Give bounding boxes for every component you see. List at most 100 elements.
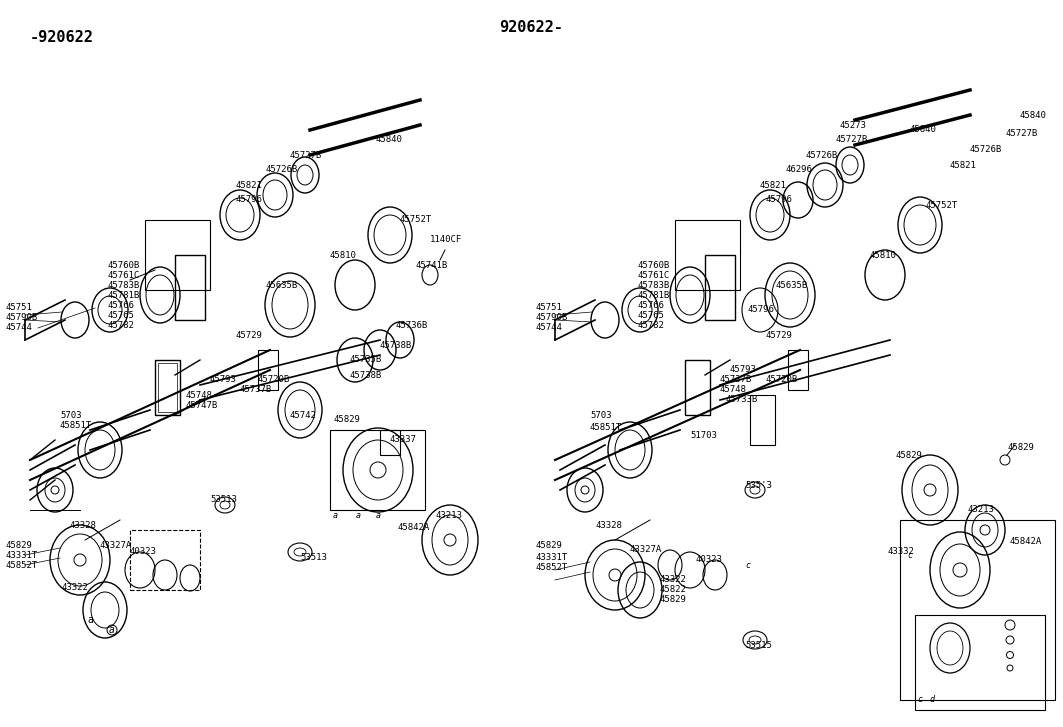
Text: 45736B: 45736B — [395, 321, 427, 329]
Bar — [379, 430, 400, 455]
Text: 45273: 45273 — [840, 121, 866, 129]
Text: 45852T: 45852T — [535, 563, 568, 572]
Bar — [750, 395, 775, 445]
Text: 45727B: 45727B — [1005, 129, 1037, 137]
Text: 45742: 45742 — [290, 411, 317, 419]
Text: 45793: 45793 — [210, 376, 237, 385]
Text: 5703: 5703 — [590, 411, 611, 419]
Text: 43322: 43322 — [62, 584, 89, 593]
Text: 40323: 40323 — [130, 547, 157, 556]
Text: 45744: 45744 — [535, 324, 562, 332]
Text: 45752T: 45752T — [925, 201, 958, 209]
Text: a: a — [355, 510, 360, 520]
Text: a: a — [375, 510, 381, 520]
Text: 45796: 45796 — [748, 305, 775, 315]
Bar — [330, 430, 425, 510]
Text: 45840: 45840 — [1020, 111, 1047, 119]
Text: 45842A: 45842A — [1010, 537, 1042, 547]
Text: 43331T: 43331T — [535, 553, 568, 563]
Text: 45793: 45793 — [730, 366, 757, 374]
Text: 43213: 43213 — [435, 510, 462, 520]
Bar — [155, 360, 180, 415]
Text: 53513: 53513 — [300, 553, 327, 563]
Text: 45760B: 45760B — [638, 260, 671, 270]
Text: 45766: 45766 — [108, 300, 135, 310]
Text: 45782: 45782 — [638, 321, 664, 329]
Bar — [158, 363, 178, 412]
Text: c: c — [908, 550, 912, 560]
Text: 45842A: 45842A — [396, 523, 429, 532]
Text: 45744: 45744 — [5, 324, 32, 332]
Text: 45851T: 45851T — [590, 422, 622, 432]
Text: 43328: 43328 — [595, 521, 622, 529]
Text: 45720B: 45720B — [258, 376, 290, 385]
Text: 45738B: 45738B — [379, 340, 412, 350]
Text: 45727B: 45727B — [836, 135, 867, 145]
Text: 43337: 43337 — [390, 435, 417, 444]
Text: 45829: 45829 — [535, 540, 562, 550]
Bar — [145, 220, 210, 290]
Text: 45783B: 45783B — [108, 281, 140, 289]
Text: 45796: 45796 — [765, 196, 792, 204]
Text: 45748: 45748 — [720, 385, 747, 395]
Text: c: c — [745, 561, 750, 569]
Text: 5703: 5703 — [60, 411, 82, 419]
Text: 51703: 51703 — [690, 430, 716, 440]
Text: 45821: 45821 — [950, 161, 977, 169]
Bar — [788, 350, 808, 390]
Text: 45751: 45751 — [535, 303, 562, 313]
Text: 45741B: 45741B — [415, 260, 448, 270]
Text: 45766: 45766 — [638, 300, 664, 310]
Text: 45748: 45748 — [185, 390, 212, 400]
Bar — [900, 520, 1054, 700]
Text: 45752T: 45752T — [400, 215, 433, 225]
Text: 45829: 45829 — [660, 595, 687, 604]
Text: 45726B: 45726B — [971, 145, 1002, 155]
Text: 45821: 45821 — [760, 180, 787, 190]
Text: 45852T: 45852T — [5, 561, 37, 571]
Text: 535'3: 535'3 — [745, 481, 772, 489]
Bar — [258, 350, 279, 390]
Text: 45733B: 45733B — [725, 395, 757, 404]
Text: 45738B: 45738B — [350, 371, 383, 379]
Text: 53513: 53513 — [210, 496, 237, 505]
Text: 46296: 46296 — [784, 166, 812, 174]
Text: 1140CF: 1140CF — [431, 236, 462, 244]
Text: 45829: 45829 — [1008, 443, 1035, 452]
Text: 45760B: 45760B — [108, 260, 140, 270]
Text: 45635B: 45635B — [265, 281, 298, 289]
Bar — [175, 255, 205, 320]
Text: 45790B: 45790B — [535, 313, 568, 323]
Text: 45747B: 45747B — [185, 401, 217, 409]
Text: a: a — [109, 625, 115, 635]
Text: 45729: 45729 — [235, 331, 261, 340]
Text: 45781B: 45781B — [108, 291, 140, 300]
Text: 45810: 45810 — [870, 251, 897, 260]
Text: -920622: -920622 — [30, 30, 94, 45]
Text: 45796: 45796 — [235, 196, 261, 204]
Text: 45765: 45765 — [638, 310, 664, 319]
Bar — [685, 360, 710, 415]
Text: 45737B: 45737B — [720, 376, 753, 385]
Text: 45822: 45822 — [660, 585, 687, 595]
Text: 45720B: 45720B — [765, 376, 797, 385]
Text: 45810: 45810 — [330, 251, 357, 260]
Text: 45790B: 45790B — [5, 313, 37, 323]
Text: 45821: 45821 — [235, 180, 261, 190]
Text: 45765: 45765 — [108, 310, 135, 319]
Text: 45840: 45840 — [910, 126, 937, 134]
Text: a: a — [333, 510, 337, 520]
Text: 45851T: 45851T — [60, 420, 92, 430]
Text: 43327A: 43327A — [100, 540, 132, 550]
Text: 45829: 45829 — [333, 416, 360, 425]
Text: 43327A: 43327A — [630, 545, 662, 555]
Text: 43331T: 43331T — [5, 552, 37, 561]
Text: 45840: 45840 — [375, 135, 402, 145]
Text: 45735B: 45735B — [350, 356, 383, 364]
Text: c: c — [917, 696, 923, 704]
Text: 45782: 45782 — [108, 321, 135, 329]
Text: 920622-: 920622- — [499, 20, 563, 35]
Bar — [705, 255, 735, 320]
Text: 43322: 43322 — [660, 576, 687, 585]
Text: 45726B: 45726B — [265, 166, 298, 174]
